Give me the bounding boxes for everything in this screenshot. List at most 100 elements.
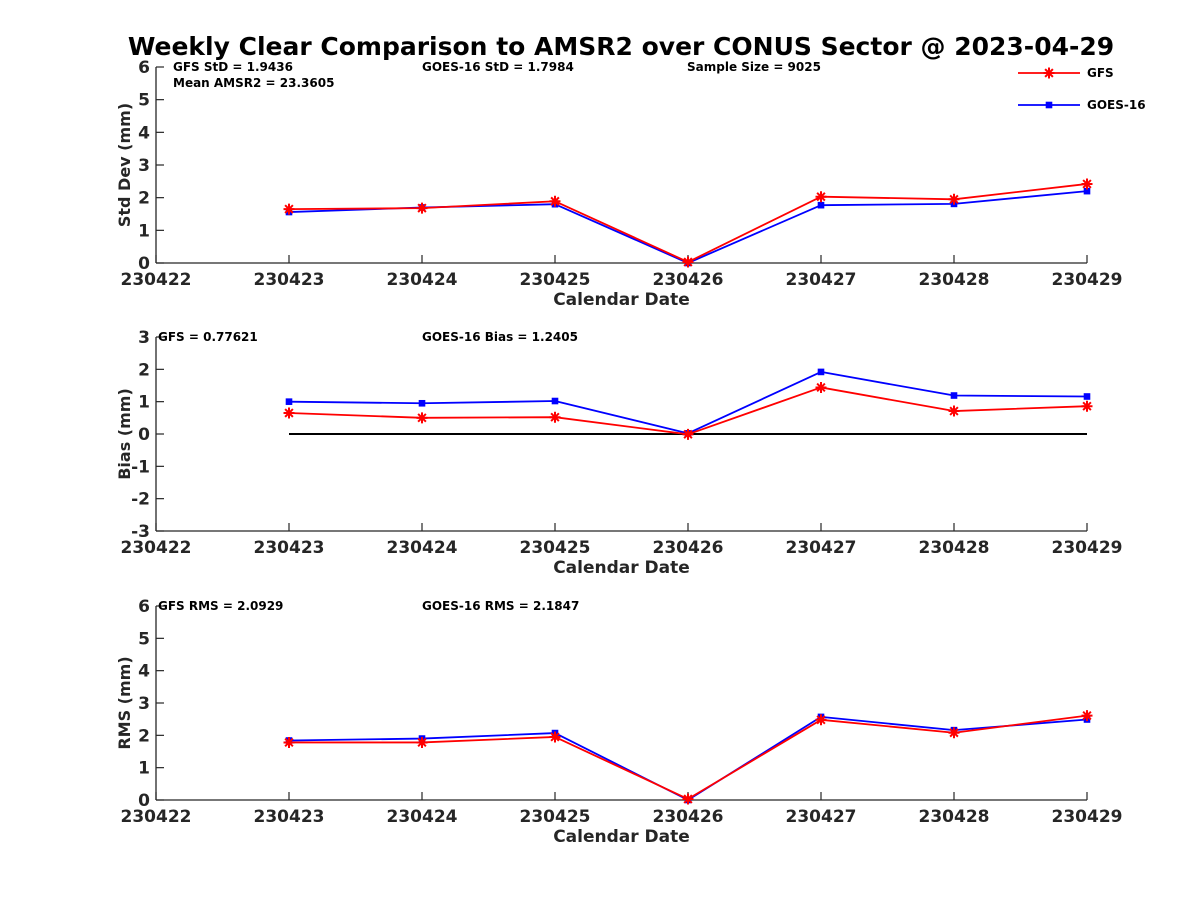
data-point: [815, 191, 827, 203]
series-line: [288, 183, 1088, 263]
y-tick-label: 6: [138, 58, 150, 78]
y-tick-label: 2: [138, 360, 150, 380]
data-point: [1081, 178, 1093, 190]
data-point: [549, 195, 561, 207]
data-point: [950, 392, 958, 399]
stat-annotation: GOES-16 RMS = 2.1847: [422, 599, 579, 613]
legend-marker: [1043, 67, 1055, 79]
x-tick-label: 230427: [786, 270, 857, 290]
y-tick-label: 3: [138, 156, 150, 176]
y-tick-label: 3: [138, 694, 150, 714]
x-tick-label: 230422: [121, 538, 192, 558]
data-point: [283, 736, 295, 748]
data-point: [416, 736, 428, 748]
series-gfs: [283, 710, 1093, 805]
panel-1: 0 1 2 3 4 5 6 230422 230423 230424 230425 230426 230…: [115, 58, 1122, 310]
x-tick-label: 230423: [254, 807, 325, 827]
data-point: [549, 731, 561, 743]
x-tick-label: 230425: [520, 807, 591, 827]
x-tick-label: 230426: [653, 270, 724, 290]
legend-entry-goes-16: GOES-16: [1018, 98, 1146, 112]
series-line: [288, 190, 1088, 264]
data-point: [549, 411, 561, 423]
stat-annotation: Sample Size = 9025: [687, 60, 821, 74]
x-tick-label: 230425: [520, 538, 591, 558]
series-line: [288, 386, 1088, 436]
data-point: [418, 399, 426, 407]
data-point: [682, 793, 694, 805]
data-point: [283, 407, 295, 419]
x-tick-label: 230424: [387, 538, 458, 558]
legend-entry-gfs: GFS: [1018, 66, 1114, 80]
series-gfs: [283, 178, 1093, 268]
data-point: [948, 405, 960, 417]
data-point: [285, 398, 293, 405]
x-tick-label: 230422: [121, 270, 192, 290]
series-goes-16: [285, 187, 1091, 267]
x-tick-label: 230426: [653, 807, 724, 827]
stat-annotation: GOES-16 StD = 1.7984: [422, 60, 574, 74]
data-point: [416, 412, 428, 424]
y-tick-label: -3: [131, 522, 150, 542]
data-point: [1081, 710, 1093, 722]
y-tick-label: 2: [138, 726, 150, 746]
legend-label: GOES-16: [1087, 98, 1146, 112]
y-axis-label: RMS (mm): [115, 656, 134, 749]
y-tick-label: 1: [138, 221, 150, 241]
x-tick-label: 230424: [387, 270, 458, 290]
chart-title: Weekly Clear Comparison to AMSR2 over CO…: [128, 32, 1114, 61]
y-tick-label: 5: [138, 629, 150, 649]
data-point: [1083, 187, 1091, 195]
series-goes-16: [285, 713, 1091, 804]
x-axis-label: Calendar Date: [553, 558, 690, 578]
x-tick-label: 230423: [254, 538, 325, 558]
y-axis-label: Std Dev (mm): [115, 103, 134, 227]
data-point: [948, 193, 960, 205]
y-tick-label: 0: [138, 425, 150, 445]
series-line: [288, 371, 1088, 435]
x-tick-label: 230427: [786, 807, 857, 827]
x-tick-label: 230422: [121, 807, 192, 827]
data-point: [416, 202, 428, 214]
x-tick-label: 230425: [520, 270, 591, 290]
x-tick-label: 230428: [919, 807, 990, 827]
y-tick-label: 5: [138, 91, 150, 111]
data-point: [682, 428, 694, 440]
x-tick-label: 230426: [653, 538, 724, 558]
legend-marker: [1045, 101, 1053, 109]
stat-annotation: GOES-16 Bias = 1.2405: [422, 330, 578, 344]
x-tick-label: 230429: [1052, 807, 1123, 827]
series-goes-16: [285, 368, 1091, 437]
data-point: [1083, 393, 1091, 400]
y-tick-label: 3: [138, 328, 150, 348]
series-line: [289, 714, 1088, 800]
stat-annotation: GFS = 0.77621: [158, 330, 258, 344]
data-point: [682, 256, 694, 268]
stat-annotation: Mean AMSR2 = 23.3605: [173, 76, 334, 90]
x-tick-label: 230423: [254, 270, 325, 290]
data-point: [948, 727, 960, 739]
x-tick-label: 230428: [919, 538, 990, 558]
y-tick-label: 4: [138, 123, 150, 143]
y-tick-label: 6: [138, 597, 150, 617]
y-tick-label: 1: [138, 393, 150, 413]
legend: GFS GOES-16: [1018, 66, 1146, 112]
y-tick-label: -1: [131, 457, 150, 477]
series-gfs: [283, 381, 1093, 440]
panel-2: -3 -2 -1 0 1 2 3 230422 230423 230424 230425 230426…: [115, 328, 1122, 578]
y-tick-label: 0: [138, 254, 150, 274]
y-axis-label: Bias (mm): [115, 388, 134, 480]
data-point: [817, 368, 825, 376]
y-tick-label: 2: [138, 189, 150, 209]
y-tick-label: 4: [138, 662, 150, 682]
panel-3: 0 1 2 3 4 5 6 230422 230423 230424 230425 230426 230…: [115, 597, 1122, 847]
x-axis-label: Calendar Date: [553, 290, 690, 310]
x-tick-label: 230424: [387, 807, 458, 827]
x-tick-label: 230427: [786, 538, 857, 558]
data-point: [551, 397, 559, 405]
y-tick-label: -2: [131, 490, 150, 510]
data-point: [815, 714, 827, 726]
legend-label: GFS: [1087, 66, 1114, 80]
